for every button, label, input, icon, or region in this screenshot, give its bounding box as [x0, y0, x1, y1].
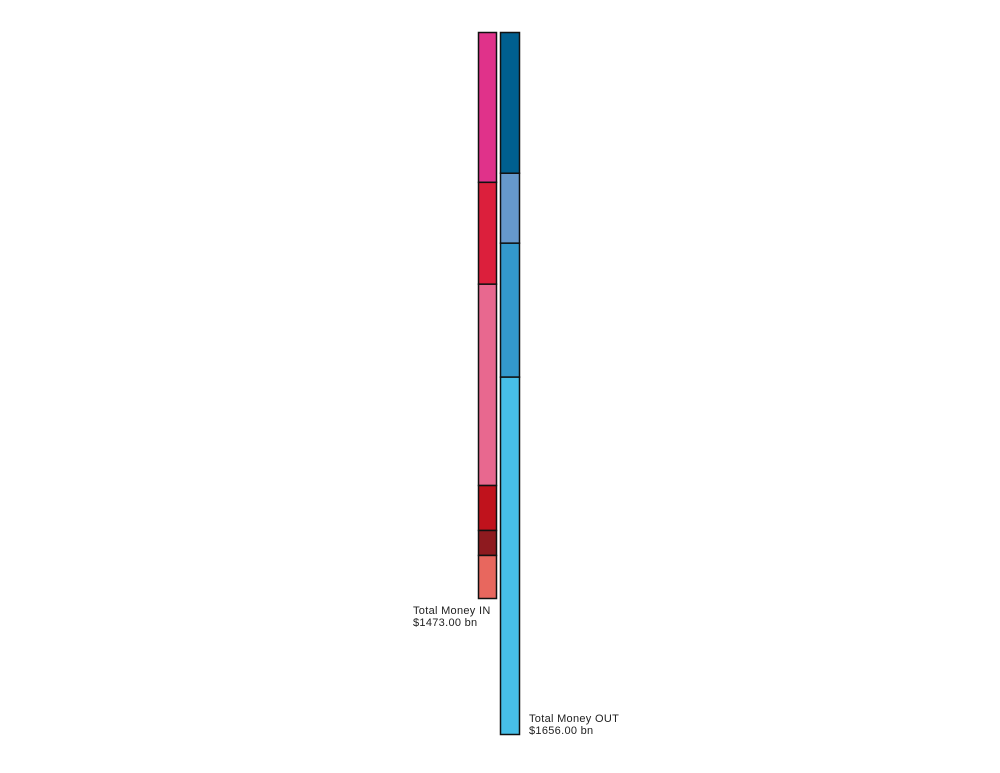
bar-segment — [499, 376, 521, 736]
bar-segment — [477, 484, 498, 532]
bar-segment — [477, 554, 498, 600]
bar-segment — [477, 283, 498, 487]
column-label: Total Money IN — [413, 605, 491, 617]
bar-segment — [477, 529, 498, 557]
bar-segment — [477, 181, 498, 285]
bar-segment — [499, 31, 521, 174]
column-total: $1473.00 bn — [413, 617, 477, 629]
column-label: Total Money OUT — [529, 713, 619, 725]
bar-segment — [499, 242, 521, 378]
bar-segment — [499, 172, 521, 244]
bar-segment — [477, 31, 498, 184]
column-total: $1656.00 bn — [529, 725, 593, 737]
